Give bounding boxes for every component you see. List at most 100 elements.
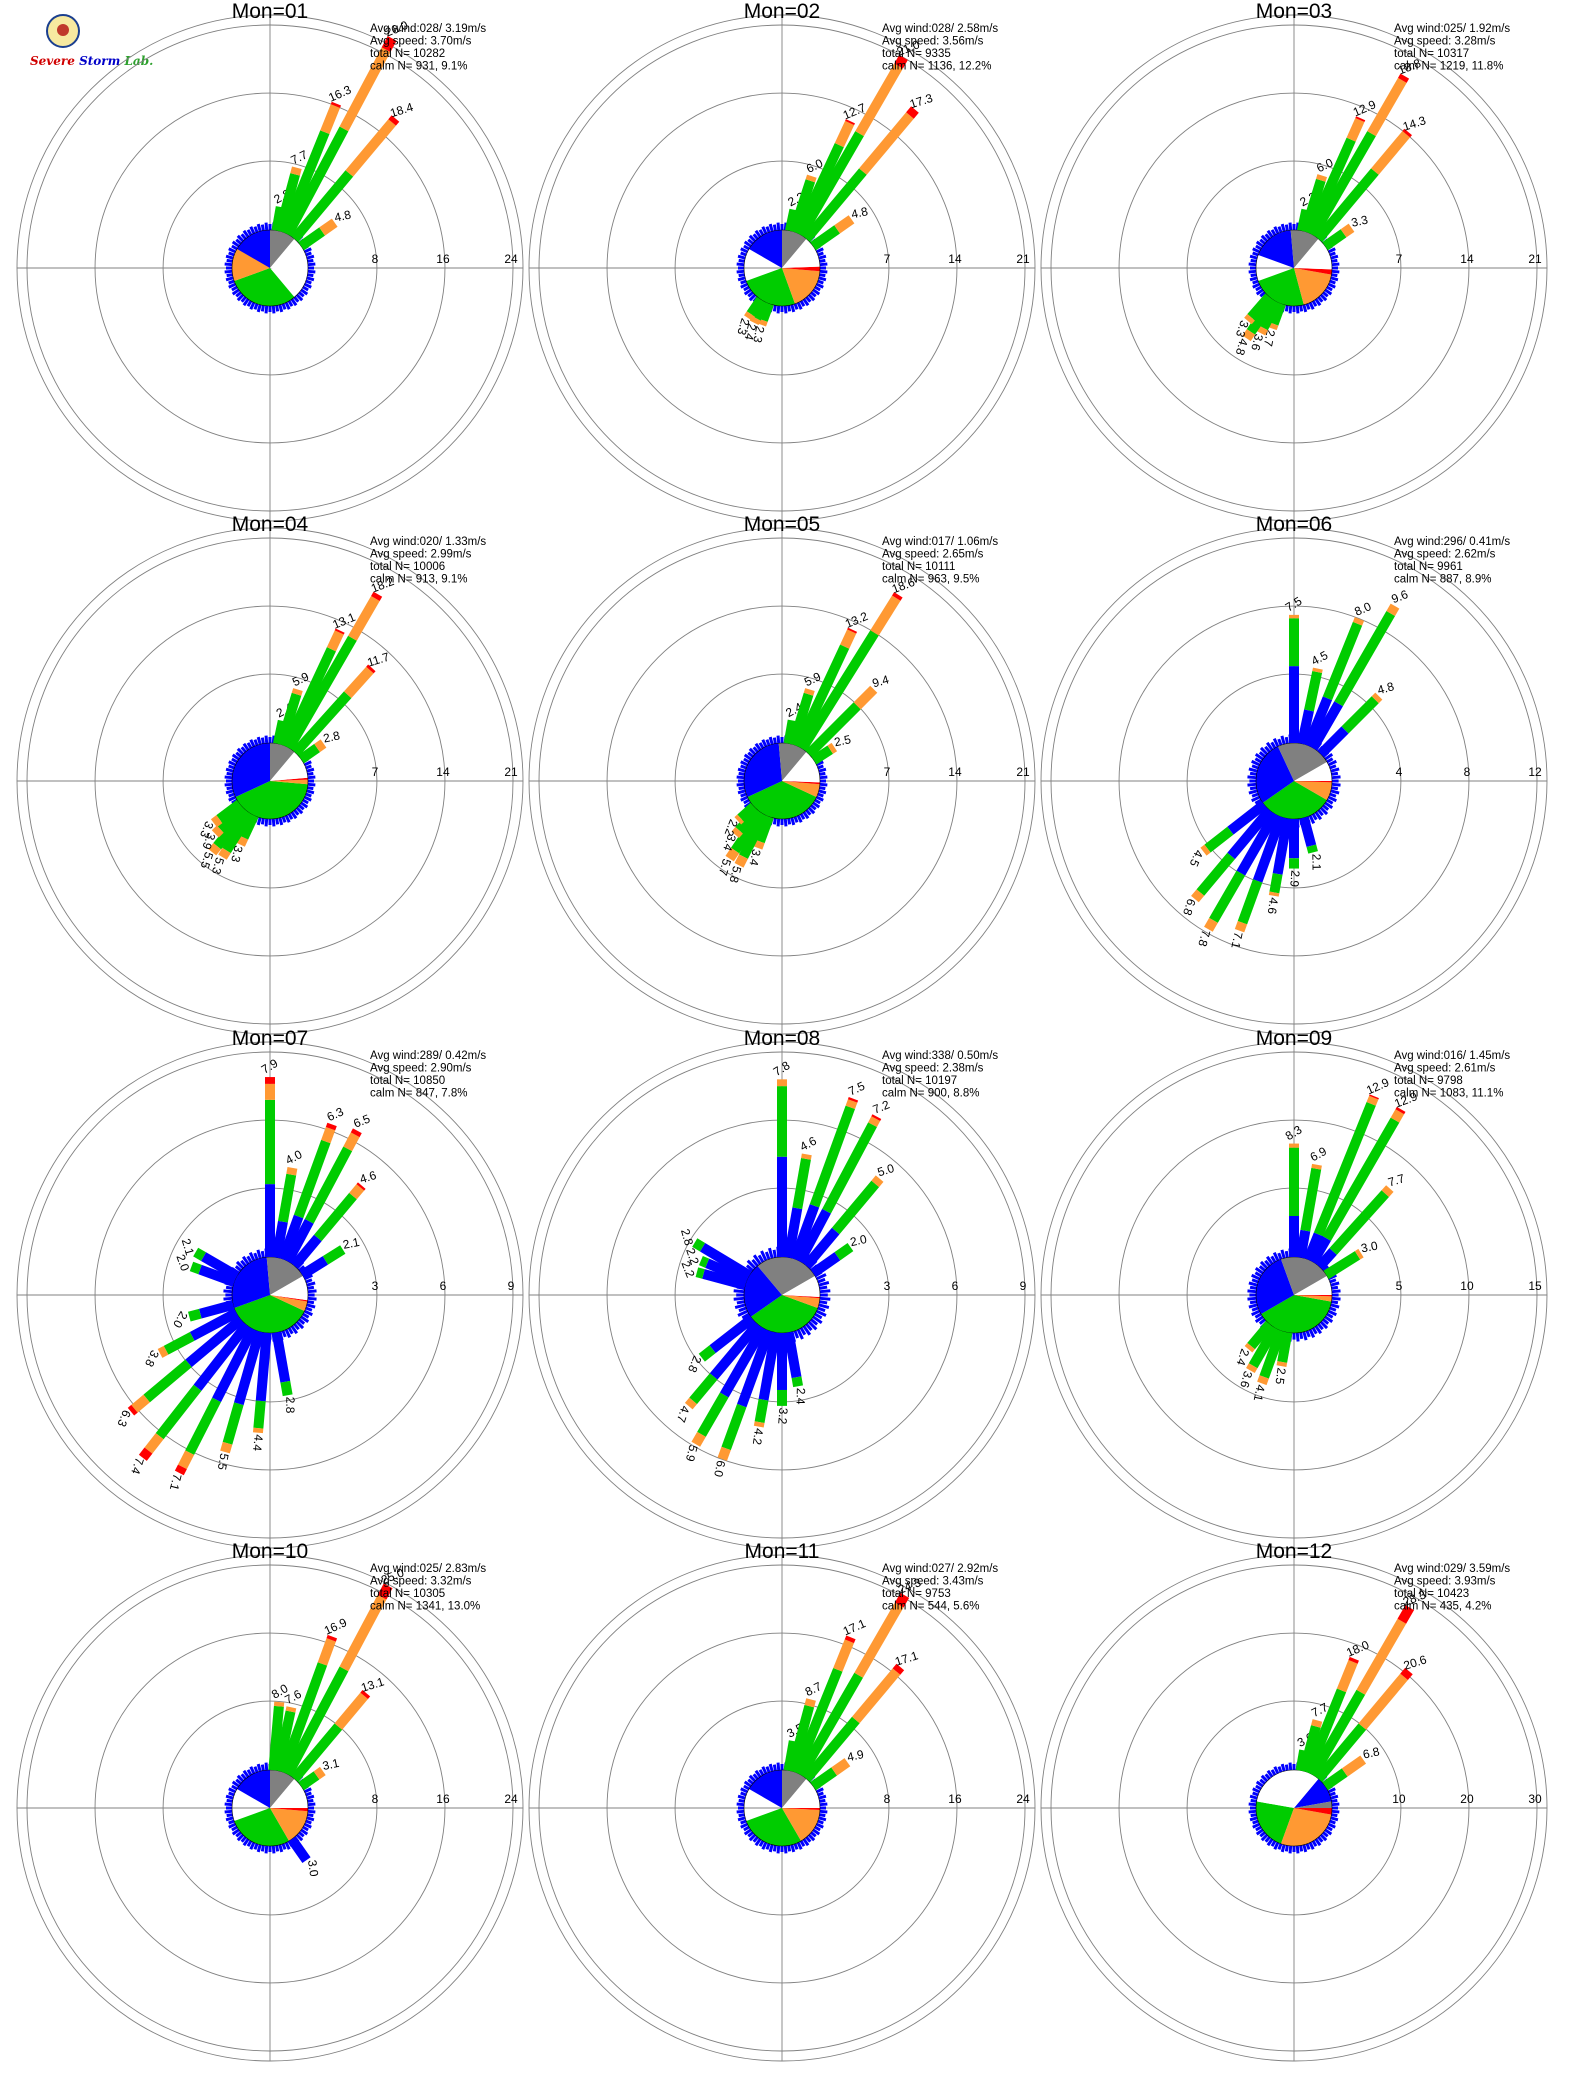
fringe-spoke <box>1264 1259 1271 1267</box>
spoke-segment <box>1246 1363 1258 1374</box>
ring-tick-label: 7 <box>1396 252 1403 266</box>
spoke-segment <box>283 1666 349 1777</box>
ring-tick-label: 6 <box>440 1279 447 1293</box>
spoke-value-label: 4.6 <box>1265 897 1281 916</box>
spoke-segment <box>697 1392 729 1437</box>
fringe-spoke <box>1248 1281 1258 1287</box>
spoke-segment <box>319 218 338 236</box>
spoke-segment <box>804 1698 816 1708</box>
pie-sector-orange <box>782 1295 820 1308</box>
fringe-spoke <box>1299 305 1304 312</box>
spoke-segment <box>211 825 224 838</box>
fringe-spoke <box>1264 1773 1271 1780</box>
fringe-spoke <box>306 1303 316 1309</box>
fringe-spoke <box>1264 233 1271 240</box>
spoke-segment <box>275 173 300 233</box>
spoke-segment <box>189 1261 202 1275</box>
pie-sector-orange <box>782 268 820 304</box>
ring-tick-label: 8 <box>372 1792 379 1806</box>
fringe-spoke <box>1266 1769 1274 1778</box>
fringe-spoke <box>303 760 312 767</box>
pie-sector-orange <box>782 1808 820 1841</box>
fringe-spoke <box>1329 1791 1336 1797</box>
fringe-spoke <box>776 1762 781 1771</box>
spoke-segment <box>213 807 250 850</box>
fringe-spoke <box>1322 291 1329 298</box>
fringe-spoke <box>740 1787 749 1794</box>
spoke-segment <box>803 688 815 696</box>
fringe-spoke <box>303 795 312 802</box>
fringe-spoke <box>1249 276 1258 282</box>
spoke-segment <box>208 843 222 856</box>
spoke-value-label: 2.9 <box>1287 870 1302 888</box>
spoke-value-label: 5.9 <box>683 1443 701 1463</box>
stats-line: total N= 10850 <box>370 1075 445 1087</box>
spoke-segment <box>1227 800 1268 835</box>
pie-sector-blue <box>237 1770 270 1808</box>
fringe-spoke <box>295 1833 304 1842</box>
spoke-value-label: 2.8 <box>322 728 342 745</box>
fringe-spoke <box>1314 1838 1322 1847</box>
fringe-spoke <box>1252 247 1261 254</box>
fringe-spoke <box>1288 1762 1293 1771</box>
spoke-segment <box>1267 322 1279 331</box>
fringe-spoke <box>253 1843 259 1850</box>
spoke-segment <box>1248 1325 1280 1369</box>
fringe-spoke <box>819 1802 828 1807</box>
spoke-segment <box>1308 1235 1331 1265</box>
fringe-spoke <box>249 301 256 310</box>
fringe-spoke <box>228 792 235 798</box>
ring-tick-label: 9 <box>1020 1279 1027 1293</box>
spoke-segment <box>283 1218 314 1264</box>
fringe-spoke <box>236 1833 245 1842</box>
stats-line: Avg speed: 3.70m/s <box>370 36 472 48</box>
fringe-spoke <box>1258 1265 1266 1272</box>
fringe-spoke <box>1255 1784 1262 1791</box>
pie-outline <box>743 742 821 820</box>
spoke-segment <box>1334 610 1396 707</box>
fringe-spoke <box>306 1281 316 1287</box>
fringe-spoke <box>264 818 269 827</box>
fringe-spoke <box>819 1809 828 1814</box>
fringe-spoke <box>236 293 245 302</box>
fringe-spoke <box>246 1840 253 1847</box>
fringe-spoke <box>275 1845 280 1852</box>
spoke-segment <box>210 815 223 828</box>
spoke-value-label: 18.0 <box>1344 1637 1371 1659</box>
spoke-segment <box>286 1166 298 1176</box>
spoke-segment <box>719 1325 768 1398</box>
fringe-spoke <box>225 276 234 282</box>
fringe-spoke <box>231 288 240 296</box>
fringe-spoke <box>758 229 765 236</box>
fringe-spoke <box>747 291 754 298</box>
fringe-spoke <box>1288 1845 1293 1854</box>
stats-line: Avg wind:028/ 2.58m/s <box>882 23 998 35</box>
spoke-segment <box>1258 299 1282 331</box>
stats-line: total N= 9335 <box>882 48 951 60</box>
spoke-value-label: 12.9 <box>1351 97 1378 119</box>
spoke-segment <box>1386 603 1400 616</box>
fringe-spoke <box>1251 1306 1259 1312</box>
fringe-spoke <box>228 1822 237 1829</box>
fringe-spoke <box>1265 741 1274 751</box>
fringe-spoke <box>1324 752 1334 761</box>
fringe-spoke <box>271 305 276 314</box>
fringe-spoke <box>306 276 315 282</box>
spoke-segment <box>1299 1725 1321 1773</box>
spoke-segment <box>834 120 855 148</box>
pie-sector-green <box>234 1808 289 1846</box>
fringe-spoke <box>1251 795 1261 803</box>
spoke-value-label: 5.3 <box>209 856 227 876</box>
fringe-spoke <box>1327 1309 1337 1317</box>
fringe-spoke <box>256 817 262 826</box>
fringe-spoke <box>1273 226 1280 235</box>
fringe-spoke <box>224 262 233 267</box>
fringe-spoke <box>737 1309 749 1317</box>
fringe-spoke <box>1248 1809 1257 1814</box>
fringe-spoke <box>1308 814 1316 824</box>
spoke-segment <box>290 1234 322 1270</box>
fringe-spoke <box>307 1300 315 1305</box>
fringe-spoke <box>758 1840 765 1847</box>
spoke-segment <box>1355 116 1366 123</box>
